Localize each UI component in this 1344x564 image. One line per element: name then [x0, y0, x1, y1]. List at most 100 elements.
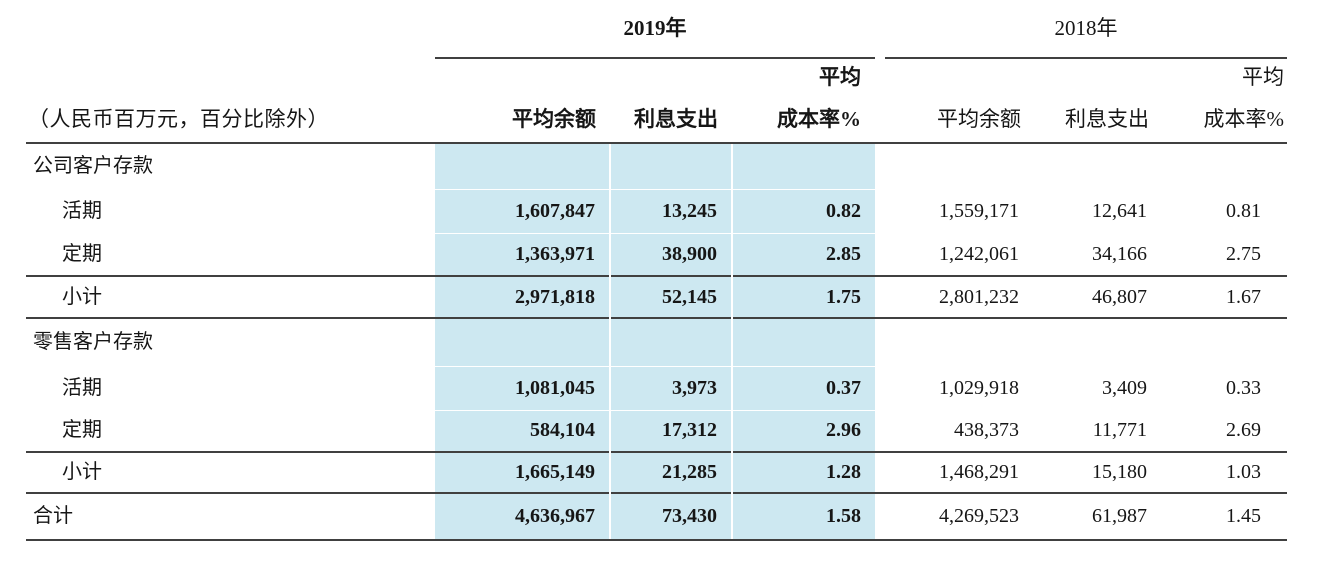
- table-row-corporate-demand: 活期 1,607,847 13,245 0.82 1,559,171 12,64…: [26, 188, 1287, 233]
- cell-2018-avg-cost-rate: 2.75: [1226, 242, 1261, 265]
- cell-2018-avg-cost-rate: 1.03: [1163, 451, 1287, 493]
- cell-2019-avg-cost-rate: 0.82: [731, 188, 875, 233]
- cell-2019-interest-expense: 17,312: [609, 409, 732, 452]
- cell-2018-interest-expense: 15,180: [1035, 451, 1163, 493]
- cell-2018-interest-expense: 61,987: [1035, 492, 1163, 541]
- row-label: 定期: [62, 242, 102, 265]
- cell-2019-avg-balance: [435, 143, 610, 189]
- row-label: 公司客户存款: [33, 155, 153, 177]
- column-gap: [875, 366, 885, 410]
- table-row-corporate-deposits: 公司客户存款: [26, 143, 1287, 189]
- cell-2019-avg-cost-rate: [731, 317, 875, 366]
- cell-2019-avg-balance: 1,665,149: [435, 451, 610, 493]
- cell-2019-avg-cost-rate: 2.96: [731, 409, 875, 452]
- column-gap: [875, 492, 885, 541]
- cell-2018-interest-expense: 3,409: [1102, 376, 1147, 399]
- cell-2019-interest-expense: [609, 143, 732, 189]
- cell-2019-avg-balance: 1,363,971: [435, 232, 610, 276]
- cell-2019-avg-cost-rate: [731, 143, 875, 189]
- cell-2018-interest-expense: 12,641: [1092, 199, 1147, 222]
- column-gap: [875, 451, 885, 493]
- cell-2019-avg-balance: 584,104: [435, 409, 610, 452]
- table-row-corporate-time: 定期 1,363,971 38,900 2.85 1,242,061 34,16…: [26, 232, 1287, 276]
- table-row-retail-deposits: 零售客户存款: [26, 317, 1287, 366]
- column-gap: [875, 410, 885, 452]
- cell-2019-avg-balance: [435, 317, 610, 366]
- cell-2018-avg-balance: [885, 143, 1035, 189]
- subheader-row-2: （人民币百万元，百分比除外） 平均余额 利息支出 成本率% 平均余额 利息支出 …: [26, 96, 1287, 144]
- avg-label-2019: 平均: [819, 65, 861, 90]
- column-gap: [875, 233, 885, 276]
- row-label: 小计: [26, 451, 435, 493]
- table-row-retail-subtotal: 小计 1,665,149 21,285 1.28 1,468,291 15,18…: [26, 451, 1287, 493]
- cell-2019-avg-cost-rate: 0.37: [731, 365, 875, 410]
- cell-2018-avg-cost-rate: [1163, 317, 1287, 366]
- row-label: 定期: [62, 419, 102, 441]
- cell-2019-interest-expense: 73,430: [609, 492, 732, 541]
- col-avg-cost-rate-2018: 成本率%: [1163, 96, 1287, 144]
- cell-2018-avg-balance: 2,801,232: [885, 275, 1035, 318]
- cell-2019-avg-cost-rate: 1.75: [731, 275, 875, 318]
- cell-2018-avg-balance: 1,242,061: [939, 242, 1019, 265]
- cell-2019-avg-cost-rate: 2.85: [731, 232, 875, 276]
- cell-2019-avg-balance: 1,081,045: [435, 365, 610, 410]
- cell-2018-avg-balance: [885, 317, 1035, 366]
- row-label: 活期: [62, 199, 102, 222]
- empty-cell: [435, 58, 610, 96]
- cell-2019-avg-cost-rate: 1.28: [731, 451, 875, 493]
- cell-2018-avg-balance: 1,029,918: [939, 376, 1019, 399]
- cell-2018-interest-expense: [1035, 317, 1163, 366]
- col-interest-expense-2018: 利息支出: [1035, 96, 1163, 144]
- table-row-total: 合计 4,636,967 73,430 1.58 4,269,523 61,98…: [26, 492, 1287, 541]
- col-avg-balance-2019: 平均余额: [435, 96, 610, 144]
- cell-2019-avg-balance: 1,607,847: [435, 188, 610, 233]
- cell-2018-avg-cost-rate: 1.67: [1163, 275, 1287, 318]
- cell-2018-avg-balance: 4,269,523: [885, 492, 1035, 541]
- cell-2018-avg-balance: 1,559,171: [939, 199, 1019, 222]
- avg-label-2018: 平均: [1242, 65, 1284, 90]
- column-gap: [875, 0, 885, 58]
- year-2018-header: 2018年: [885, 0, 1287, 59]
- empty-cell: [26, 58, 435, 96]
- cell-2019-interest-expense: 13,245: [609, 188, 732, 233]
- table-row-corporate-subtotal: 小计 2,971,818 52,145 1.75 2,801,232 46,80…: [26, 275, 1287, 318]
- empty-cell: [610, 58, 732, 96]
- column-gap: [875, 58, 885, 96]
- cell-2018-avg-balance: 438,373: [954, 419, 1019, 441]
- table-row-retail-demand: 活期 1,081,045 3,973 0.37 1,029,918 3,409 …: [26, 365, 1287, 410]
- row-label: 合计: [26, 492, 435, 541]
- cell-2019-avg-balance: 4,636,967: [435, 492, 610, 541]
- cell-2019-interest-expense: 52,145: [609, 275, 732, 318]
- empty-cell: [885, 58, 1035, 96]
- subheader-row-1: 平均 平均: [26, 58, 1287, 96]
- cell-2018-avg-cost-rate: [1163, 143, 1287, 189]
- cell-2018-avg-cost-rate: 1.45: [1163, 492, 1287, 541]
- cell-2018-interest-expense: 34,166: [1092, 242, 1147, 265]
- column-gap: [875, 96, 885, 144]
- col-interest-expense-2019: 利息支出: [610, 96, 732, 144]
- year-2019-header: 2019年: [435, 0, 875, 59]
- cell-2018-avg-balance: 1,468,291: [885, 451, 1035, 493]
- cell-2019-interest-expense: 21,285: [609, 451, 732, 493]
- col-avg-cost-rate-2019: 成本率%: [732, 96, 875, 144]
- column-gap: [875, 275, 885, 318]
- cell-2018-avg-cost-rate: 0.33: [1226, 376, 1261, 399]
- cell-2019-interest-expense: 3,973: [609, 365, 732, 410]
- col-avg-balance-2018: 平均余额: [885, 96, 1035, 144]
- cell-2019-interest-expense: 38,900: [609, 232, 732, 276]
- cell-2018-interest-expense: 11,771: [1092, 419, 1147, 441]
- cell-2019-avg-balance: 2,971,818: [435, 275, 610, 318]
- column-gap: [875, 143, 885, 189]
- cell-2018-interest-expense: 46,807: [1035, 275, 1163, 318]
- row-label: 零售客户存款: [26, 317, 435, 366]
- column-gap: [875, 317, 885, 366]
- cell-2019-interest-expense: [609, 317, 732, 366]
- row-label: 小计: [26, 275, 435, 318]
- unit-note: （人民币百万元，百分比除外）: [26, 96, 435, 144]
- empty-cell: [1035, 58, 1163, 96]
- cell-2018-interest-expense: [1035, 143, 1163, 189]
- empty-corner-cell: [26, 0, 435, 58]
- cell-2018-avg-cost-rate: 2.69: [1226, 419, 1261, 441]
- cell-2018-avg-cost-rate: 0.81: [1226, 199, 1261, 222]
